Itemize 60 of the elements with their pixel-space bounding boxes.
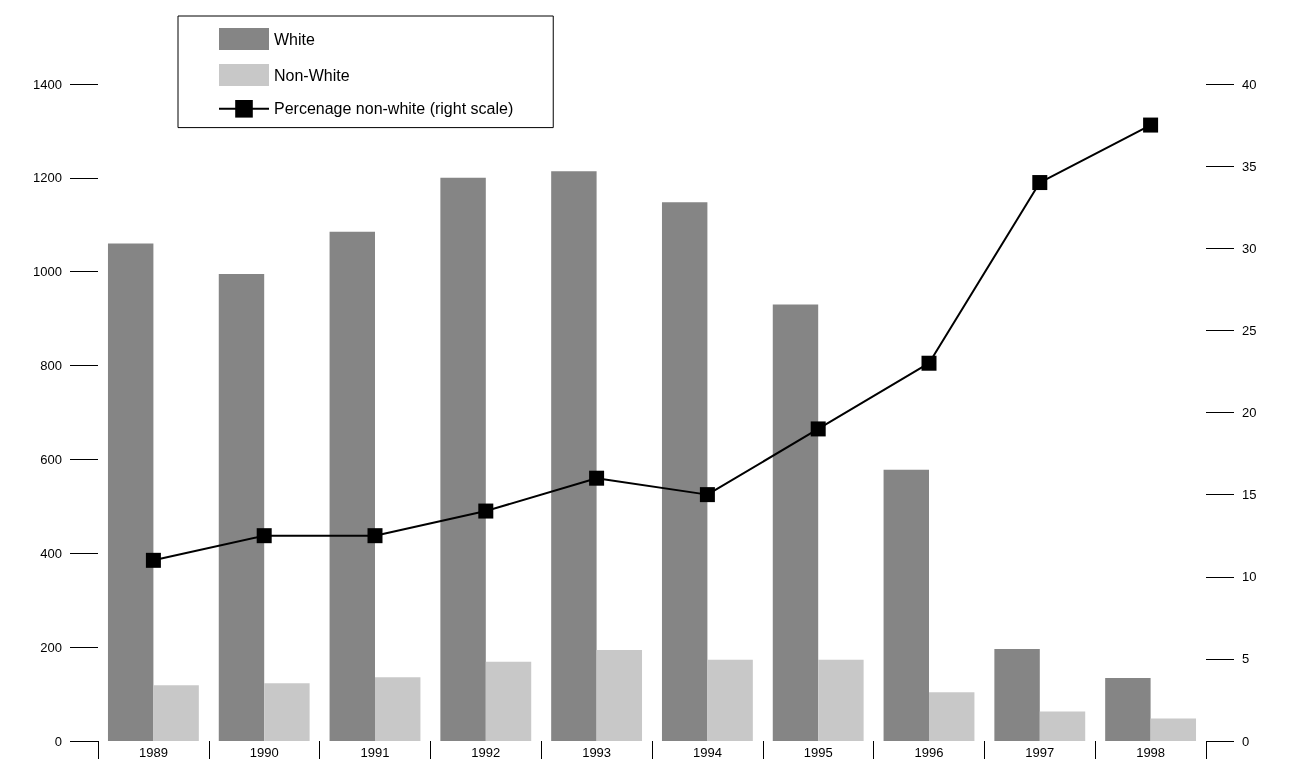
point [699,487,715,503]
x-tick-label: 1996 [914,745,944,760]
y2-tick-label: 5 [1242,651,1250,667]
bar [329,231,375,741]
y-tick-label: 800 [40,358,62,374]
y2-tick-label: 15 [1242,487,1257,503]
bar [929,692,975,741]
bar [375,677,421,741]
x-tick-label: 1993 [582,745,612,760]
bar [1150,718,1197,741]
x-tick-label: 1989 [138,745,168,760]
y2-tick-label: 10 [1242,569,1257,585]
bar [485,661,532,741]
point [810,421,826,437]
bar [551,171,597,741]
point [1143,117,1159,133]
y-tick-label: 0 [54,733,62,749]
bar [1039,711,1086,741]
x-tick-label: 1992 [471,745,501,760]
point [921,355,937,371]
x-tick-label: 1998 [1136,745,1166,760]
bar [883,469,929,741]
point [1032,175,1048,191]
y-tick-label: 400 [40,545,62,561]
bar [661,202,708,741]
bar [440,177,486,741]
y-tick-label: 600 [40,451,62,467]
x-tick-label: 1995 [803,745,833,760]
y2-tick-label: 25 [1242,322,1257,338]
bar [1105,678,1151,741]
legend-label: White [274,30,315,48]
point [367,528,383,544]
y2-tick-label: 40 [1242,76,1257,92]
legend-label: Non-White [274,66,350,84]
bar [772,304,819,741]
bar [994,649,1040,741]
x-tick-label: 1997 [1025,745,1055,760]
point [589,470,605,486]
y-tick-label: 1400 [33,76,62,92]
bar [107,243,154,741]
y-tick-label: 1000 [33,264,62,280]
y-tick-label: 1200 [33,170,62,186]
x-tick-label: 1994 [692,745,722,760]
y2-tick-label: 30 [1242,240,1257,256]
bar [264,683,310,741]
bar [218,274,265,741]
y2-tick-label: 0 [1242,733,1250,749]
x-tick-label: 1990 [249,745,279,760]
point [145,552,161,568]
y-tick-label: 200 [40,639,62,655]
y2-tick-label: 35 [1242,158,1257,174]
y2-tick-label: 20 [1242,405,1257,420]
bar [153,685,199,741]
point [256,528,272,544]
bar [818,659,864,741]
x-tick-label: 1991 [360,745,390,760]
bar [707,659,753,741]
point [478,503,494,519]
legend-label: Percenage non-white (right scale) [274,100,514,118]
bar [596,649,643,741]
